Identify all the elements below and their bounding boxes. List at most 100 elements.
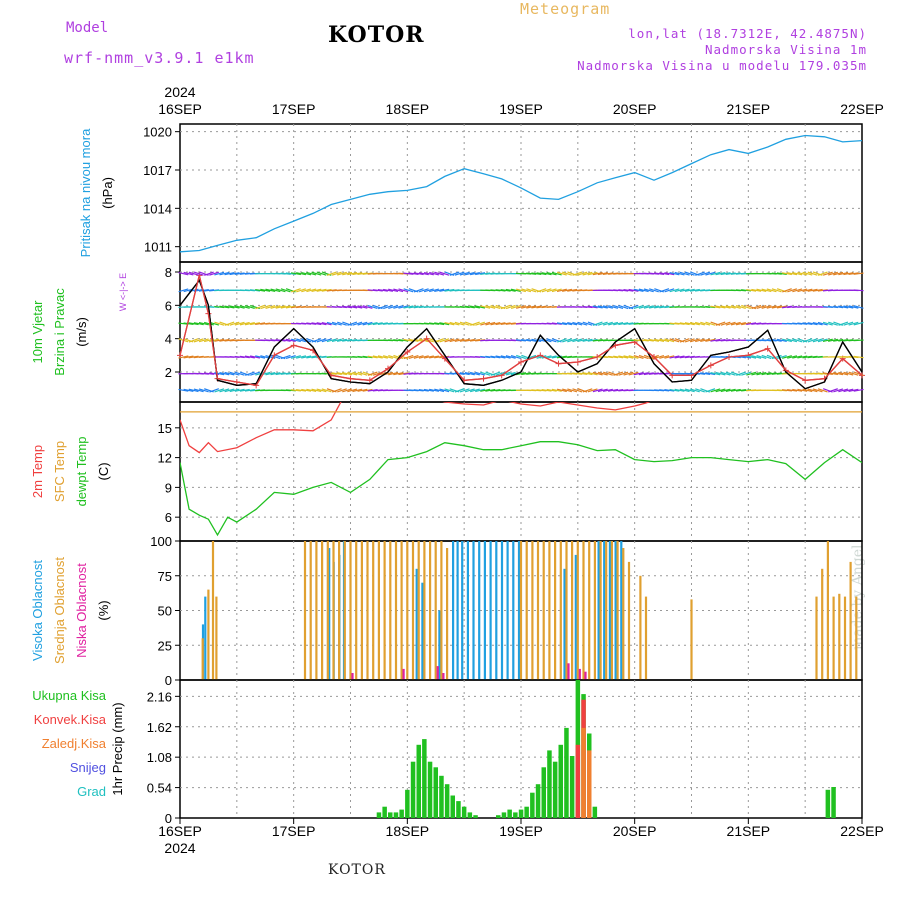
wind-arrow [347, 388, 358, 393]
wind-arrow [669, 388, 680, 392]
wind-arrow [715, 272, 726, 276]
wind-arrow [480, 321, 491, 326]
wind-arrow [664, 338, 675, 343]
wind-arrow [505, 304, 516, 310]
wind-arrow [833, 388, 844, 393]
wind-arrow [802, 288, 813, 293]
wind-arrow [562, 388, 573, 393]
wind-arrow [429, 322, 440, 325]
wind-arrow [613, 304, 624, 310]
wind-arrow [423, 388, 434, 392]
wind-arrow [551, 271, 562, 276]
wind-arrow [229, 371, 240, 376]
wind-arrow [342, 271, 353, 276]
wind-arrow [638, 288, 649, 293]
wind-arrow [469, 388, 480, 393]
wind-arrow [572, 338, 583, 343]
wind-arrow [178, 271, 189, 276]
wind-arrow [255, 304, 266, 310]
wind-arrow [756, 288, 767, 292]
bar-cloud [849, 561, 852, 680]
bar-cloud [603, 541, 606, 680]
wind-arrow [250, 355, 261, 359]
series-line-temperature [180, 441, 862, 537]
wind-arrow [812, 388, 823, 393]
bar-precipitation [564, 727, 569, 818]
wind-arrow [848, 321, 859, 326]
wind-speed-line [179, 275, 863, 387]
wind-arrow [229, 388, 240, 393]
wind-arrow [751, 322, 762, 325]
bar-cloud [366, 541, 369, 680]
bar-precipitation [587, 750, 592, 818]
wind-arrow [766, 372, 777, 376]
bar-cloud [571, 541, 574, 680]
wind-arrow [684, 388, 695, 393]
wind-arrow [715, 305, 726, 309]
bar-cloud [531, 541, 534, 680]
wind-arrow [209, 271, 220, 276]
wind-arrow [776, 354, 787, 360]
wind-arrow [234, 272, 245, 276]
wind-arrow [531, 305, 542, 309]
x-year-bottom: 2024 [164, 840, 195, 856]
wind-arrow [485, 321, 496, 326]
bar-cloud [639, 575, 642, 681]
wind-arrow [853, 305, 864, 309]
wind-arrow [382, 288, 394, 292]
wind-arrow [505, 288, 516, 292]
bar-cloud [349, 541, 352, 680]
wind-arrow [792, 338, 803, 343]
lonlat-label: lon,lat (18.7312E, 42.4875N) [628, 26, 867, 41]
x-label-bottom: 17SEP [272, 823, 316, 839]
wind-arrow [454, 388, 465, 393]
bar-precipitation [422, 739, 427, 818]
wind-arrow [781, 272, 793, 276]
wind-arrow [838, 388, 849, 393]
wind-arrow [521, 305, 532, 309]
bar-cloud [593, 541, 596, 680]
wind-arrow [464, 388, 475, 393]
wind-arrow [485, 355, 496, 359]
bar-cloud [389, 541, 392, 680]
wind-arrow [597, 305, 608, 309]
wind-arrow [638, 305, 649, 309]
wind-arrow [848, 272, 859, 276]
wind-arrow [751, 355, 762, 359]
wind-arrow [597, 272, 608, 276]
wind-arrow [633, 355, 644, 359]
wind-arrow [700, 321, 711, 326]
y-tick-label: 1011 [144, 240, 172, 255]
wind-arrow [602, 321, 613, 326]
wind-arrow [567, 338, 578, 343]
bar-cloud [434, 541, 437, 680]
wind-arrow [567, 321, 578, 326]
wind-arrow [480, 371, 491, 376]
wind-arrow [321, 338, 332, 343]
wind-arrow [562, 322, 573, 326]
wind-arrow [296, 288, 307, 293]
wind-arrow [193, 322, 204, 326]
wind-arrow [265, 304, 276, 310]
wind-arrow [290, 305, 301, 309]
wind-arrow [746, 288, 757, 292]
x-label-bottom: 20SEP [613, 823, 657, 839]
wind-arrow [393, 354, 404, 360]
wind-arrow [214, 305, 225, 309]
bar-precipitation [547, 750, 552, 818]
wind-arrow [669, 338, 680, 343]
wind-arrow [480, 388, 491, 392]
wind-arrow [628, 355, 639, 359]
wind-arrow [250, 371, 260, 376]
bar-cloud [309, 541, 312, 680]
wind-arrow [352, 321, 363, 326]
wind-arrow [444, 338, 455, 343]
wind-arrow [331, 372, 342, 376]
wind-arrow [265, 355, 276, 359]
wind-arrow [613, 322, 624, 326]
wind-arrow [827, 305, 839, 309]
y-tick-label: 1020 [143, 125, 172, 140]
wind-arrow [403, 338, 414, 342]
bar-cloud [332, 541, 335, 680]
wind-arrow [828, 388, 838, 393]
